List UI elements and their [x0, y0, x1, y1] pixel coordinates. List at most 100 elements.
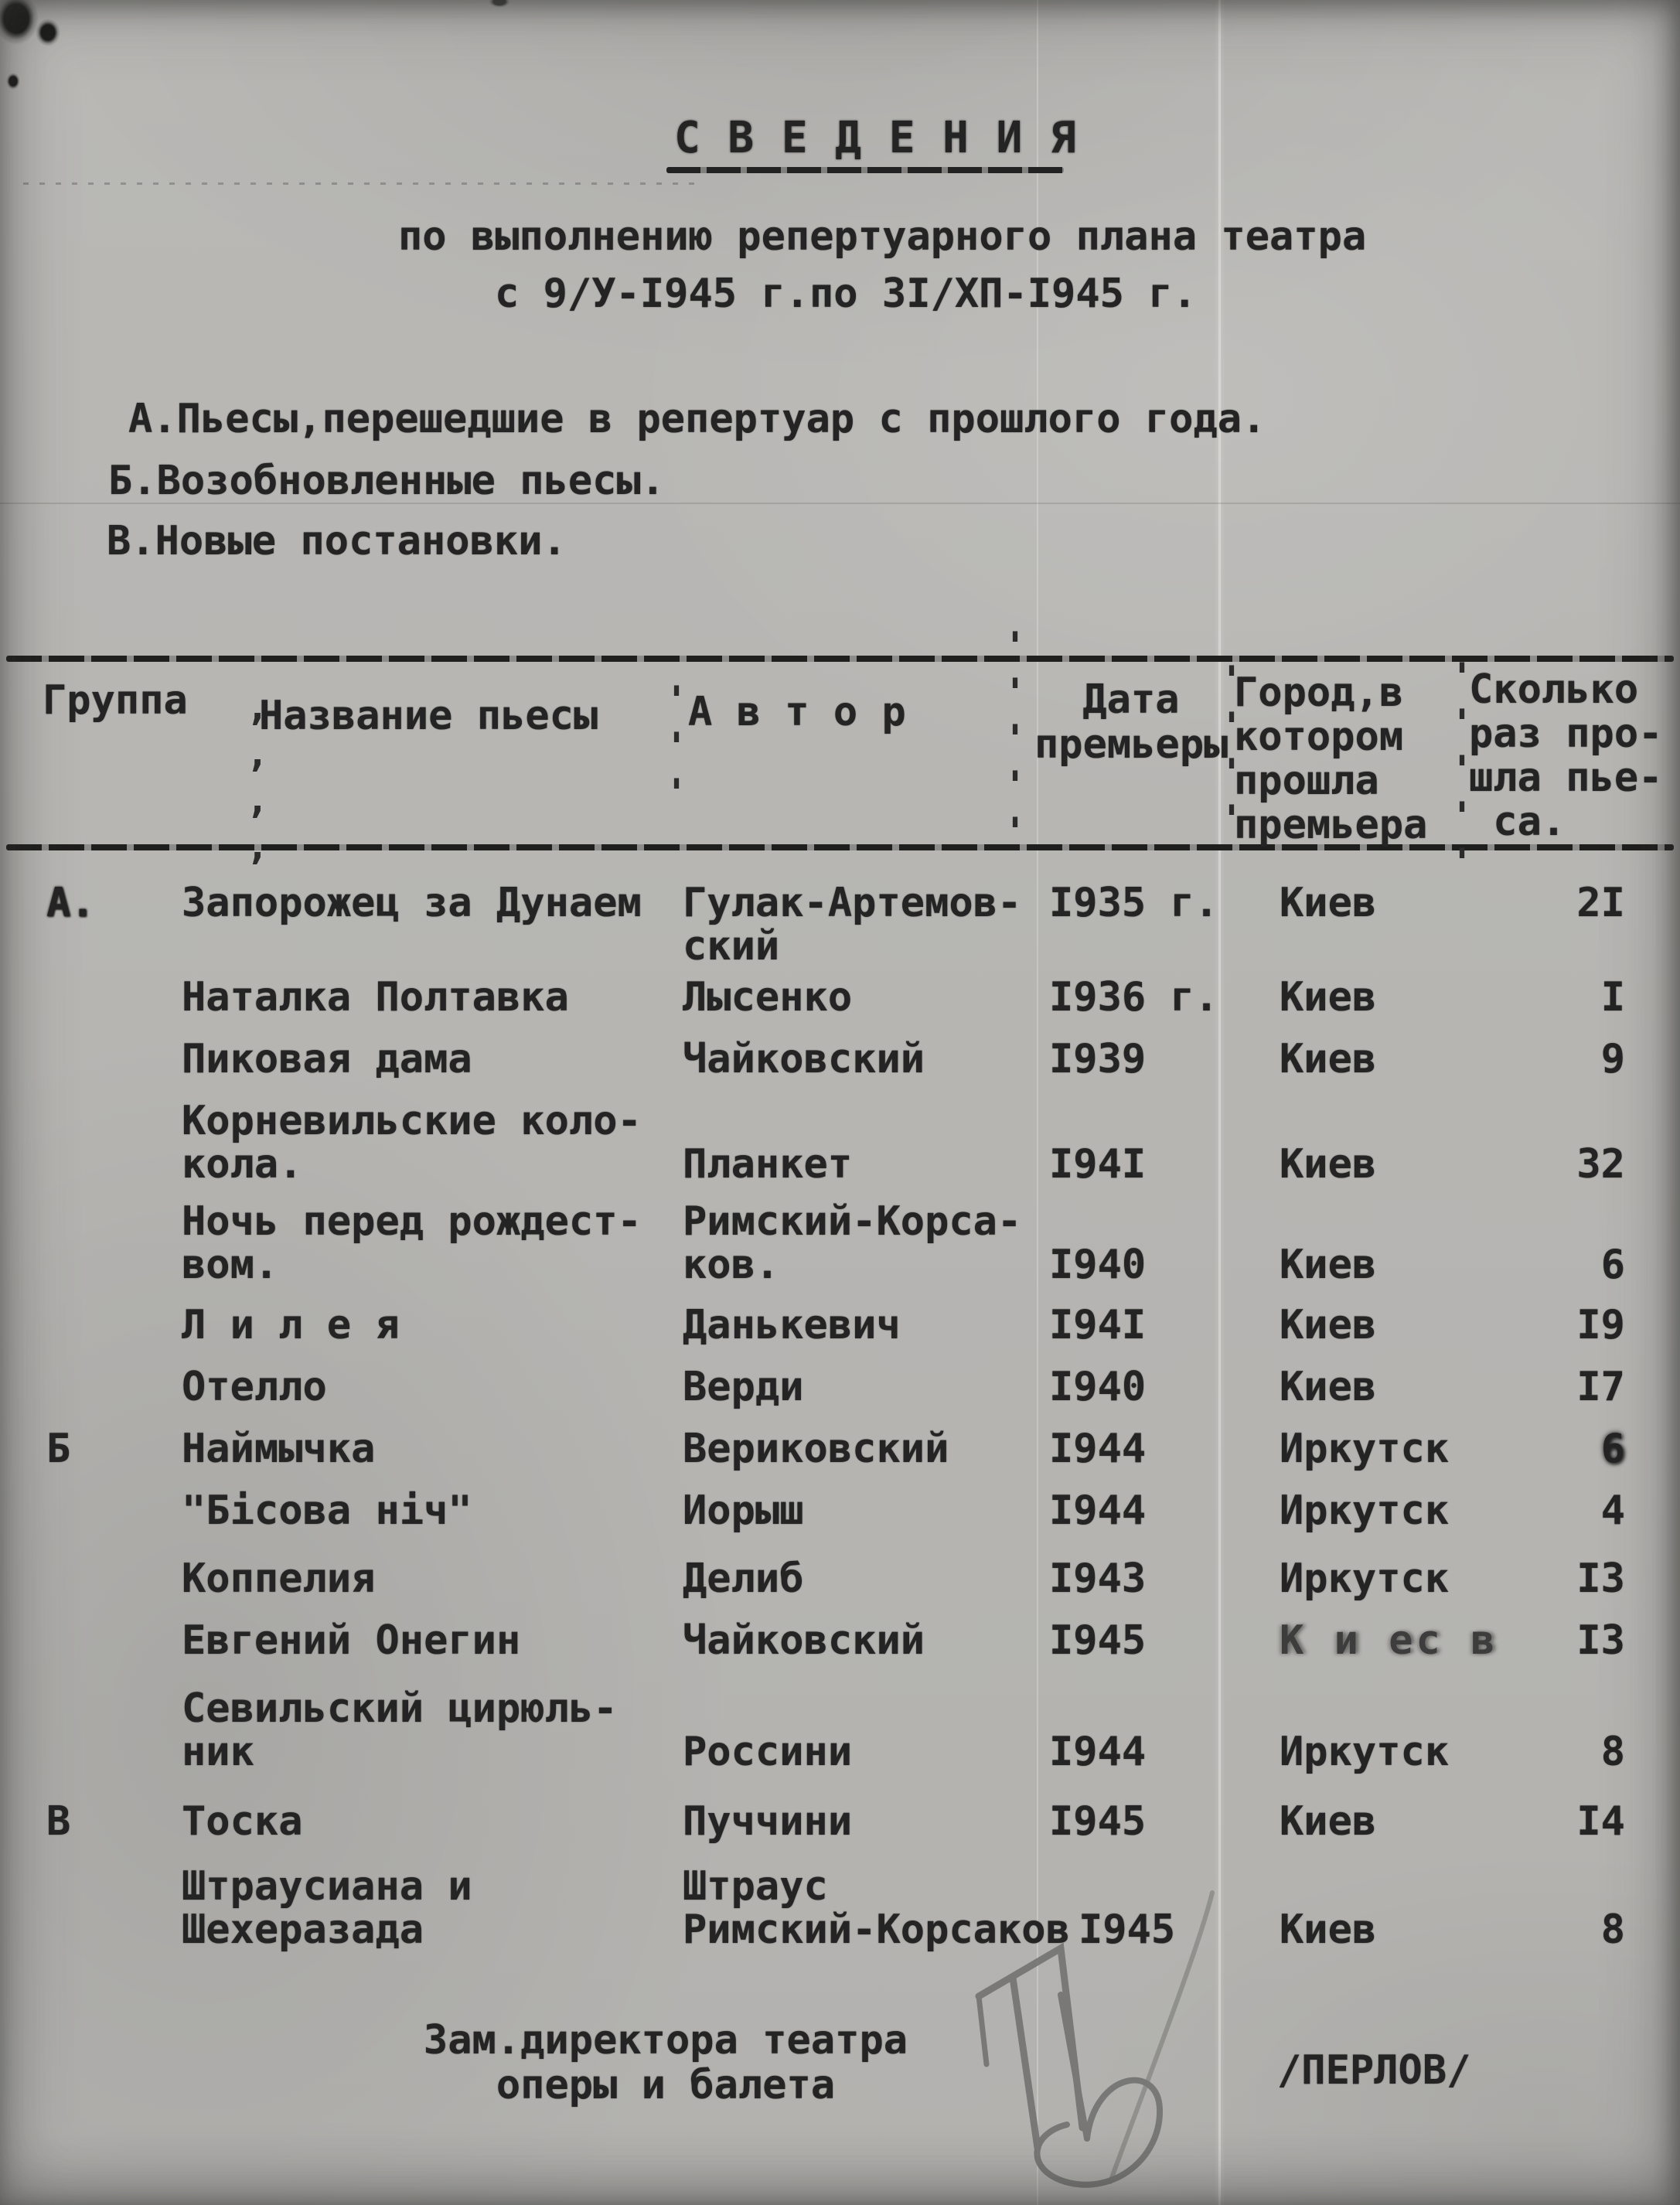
legend-item-v: В.Новые постановки. [107, 518, 567, 564]
table-row: В Тоска Пуччини I945 Киев I4 [35, 1800, 1639, 1843]
premiere-city-cell: Киев [1280, 1907, 1377, 1953]
times-performed-cell: 9 [1600, 1036, 1625, 1082]
premiere-city-cell: Иркутск [1280, 1556, 1450, 1602]
author-cell: Делиб [683, 1556, 804, 1602]
ink-blot-corner [6, 73, 20, 90]
table-row: Штраусиана и Шехеразада Штраус Римский-К… [35, 1860, 1639, 1951]
table-row: Л и л е я Данькевич I94I Киев I9 [35, 1304, 1639, 1347]
play-title-cell: Наймычка [182, 1426, 376, 1472]
column-header-author: А в т о р [688, 689, 906, 735]
times-performed-cell: I9 [1576, 1302, 1625, 1348]
table-row: Корневильские коло- кола. Планкет I94I К… [35, 1095, 1639, 1186]
author-cell: Гулак-Артемов- ский [683, 880, 1022, 970]
play-title-cell: Наталка Полтавка [182, 974, 569, 1021]
table-row: Пиковая дама Чайковский I939 Киев 9 [35, 1038, 1639, 1081]
premiere-date-cell: I94I [1049, 1302, 1147, 1348]
premiere-date-cell: I945 [1049, 1617, 1147, 1664]
subtitle-line-1: по выполнению репертуарного плана театра [398, 213, 1367, 260]
table-row: Наталка Полтавка Лысенко I936 г. Киев I [35, 976, 1639, 1019]
column-separator-marks: ' ' ' ' ' [1004, 624, 1027, 854]
author-cell: Римский-Корса- ков. [683, 1198, 1022, 1288]
author-cell: Лысенко [683, 974, 853, 1021]
premiere-date-cell: I940 [1049, 1364, 1147, 1410]
author-cell: Иорыш [683, 1488, 804, 1534]
author-cell: Планкет [683, 1141, 853, 1188]
column-separator-marks: ' ' ' [665, 678, 689, 816]
premiere-date-cell: I94I [1049, 1141, 1147, 1188]
times-performed-cell: I4 [1576, 1798, 1625, 1845]
premiere-city-cell: Киев [1280, 1242, 1377, 1288]
play-title-cell: Корневильские коло- кола. [182, 1098, 642, 1188]
premiere-city-cell: Киев [1280, 1798, 1377, 1845]
handwritten-signature [975, 1890, 1215, 2188]
column-separator-marks: ' ' ' ' [1220, 658, 1244, 842]
table-row: Ночь перед рождест- вом. Римский-Корса- … [35, 1195, 1639, 1287]
legend-item-b: Б.Возобновленные пьесы. [108, 458, 666, 504]
table-row: Б Наймычка Вериковский I944 Иркутск 6 [35, 1427, 1639, 1471]
times-performed-cell: I3 [1576, 1556, 1625, 1602]
times-performed-cell: I3 [1576, 1617, 1625, 1664]
table-row: Коппелия Делиб I943 Иркутск I3 [35, 1557, 1639, 1600]
column-separator-marks: ' ' ' ' ' [1450, 655, 1474, 885]
author-cell: Вериковский [683, 1426, 949, 1472]
play-title-cell: Коппелия [182, 1556, 376, 1602]
premiere-city-cell: Киев [1280, 1302, 1377, 1348]
times-performed-cell: 8 [1600, 1907, 1625, 1953]
ink-blot-corner [0, 0, 39, 45]
author-cell: Данькевич [683, 1302, 901, 1348]
signatory-role: Зам.директора театра оперы и балета [423, 2017, 908, 2108]
ink-blot-corner [36, 19, 60, 46]
group-cell: В [46, 1798, 71, 1845]
column-header-premiere-date: Дата премьеры [1034, 676, 1228, 768]
scan-edge-mark [489, 0, 510, 8]
table-rule-bottom [6, 844, 1674, 850]
legend-item-a: А.Пьесы,перешедшие в репертуар с прошлог… [128, 396, 1266, 442]
column-header-premiere-city: Город,в котором прошла премьера [1234, 670, 1428, 848]
premiere-date-cell: I940 [1049, 1242, 1147, 1288]
column-header-group: Группа [43, 677, 188, 724]
play-title-cell: Севильский цирюль- ник [182, 1685, 618, 1775]
column-separator-marks: , , , , [246, 684, 270, 868]
premiere-city-cell: Киев [1280, 974, 1377, 1021]
play-title-cell: Отелло [182, 1364, 327, 1410]
premiere-city-cell: Киев [1280, 1364, 1377, 1410]
play-title-cell: Пиковая дама [182, 1036, 472, 1082]
group-cell: Б [46, 1426, 71, 1472]
play-title-cell: Штраусиана и Шехеразада [182, 1863, 472, 1953]
premiere-date-cell: I944 [1049, 1426, 1147, 1472]
times-performed-cell: I [1600, 974, 1625, 1021]
premiere-date-cell: I945 [1079, 1907, 1176, 1953]
premiere-city-cell: Иркутск [1280, 1426, 1450, 1472]
author-cell: Штраус Римский-Корсаков [683, 1863, 1070, 1953]
play-title-cell: "Бісова ніч" [182, 1488, 472, 1534]
faint-dotted-crease [23, 182, 704, 185]
subtitle-line-2: с 9/У-I945 г.по 3I/ХП-I945 г. [495, 271, 1197, 317]
times-performed-cell: 2I [1576, 880, 1625, 926]
table-row: "Бісова ніч" Иорыш I944 Иркутск 4 [35, 1489, 1639, 1532]
table-row: А. Запорожец за Дунаем Гулак-Артемов- ск… [35, 881, 1639, 968]
premiere-date-cell: I944 [1049, 1729, 1147, 1775]
premiere-date-cell: I935 г. [1049, 880, 1219, 926]
table-row: Отелло Верди I940 Киев I7 [35, 1365, 1639, 1409]
play-title-cell: Евгений Онегин [182, 1617, 521, 1664]
premiere-date-cell: I944 [1049, 1488, 1147, 1534]
group-cell: А. [46, 880, 95, 926]
table-rule-top [6, 656, 1674, 662]
table-row: Евгений Онегин Чайковский I945 К и ес в … [35, 1619, 1639, 1662]
premiere-date-cell: I939 [1049, 1036, 1147, 1082]
premiere-city-cell: Киев [1280, 1036, 1377, 1082]
play-title-cell: Запорожец за Дунаем [182, 880, 642, 926]
times-performed-cell: 4 [1600, 1488, 1625, 1534]
play-title-cell: Л и л е я [182, 1302, 400, 1348]
author-cell: Верди [683, 1364, 804, 1410]
title-underline [666, 167, 1064, 173]
premiere-date-cell: I943 [1049, 1556, 1147, 1602]
page-title: С В Е Д Е Н И Я [674, 113, 1077, 163]
signatory-name: /ПЕРЛОВ/ [1277, 2047, 1471, 2094]
column-header-play-title: Название пьесы [259, 693, 598, 739]
times-performed-cell: 6 [1600, 1242, 1625, 1288]
author-cell: Чайковский [683, 1036, 925, 1082]
times-performed-cell: 32 [1576, 1141, 1625, 1188]
play-title-cell: Ночь перед рождест- вом. [182, 1198, 642, 1288]
